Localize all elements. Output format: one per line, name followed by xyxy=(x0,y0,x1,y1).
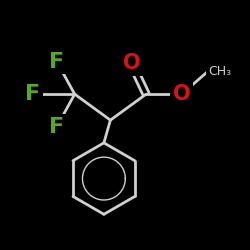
Text: CH₃: CH₃ xyxy=(208,65,231,78)
Text: O: O xyxy=(173,84,191,104)
Text: F: F xyxy=(25,84,40,104)
Text: O: O xyxy=(123,53,140,73)
Text: F: F xyxy=(49,116,64,136)
Text: F: F xyxy=(49,52,64,72)
